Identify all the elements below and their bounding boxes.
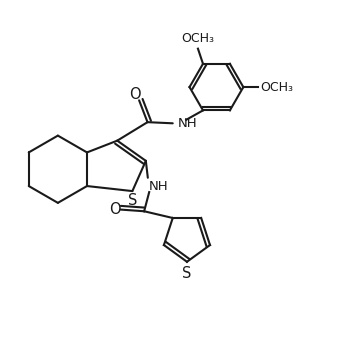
Text: O: O — [109, 202, 120, 217]
Text: OCH₃: OCH₃ — [260, 81, 293, 94]
Text: S: S — [128, 193, 138, 208]
Text: OCH₃: OCH₃ — [181, 31, 215, 45]
Text: S: S — [182, 266, 192, 281]
Text: O: O — [129, 87, 141, 102]
Text: NH: NH — [149, 180, 169, 193]
Text: NH: NH — [178, 117, 197, 130]
